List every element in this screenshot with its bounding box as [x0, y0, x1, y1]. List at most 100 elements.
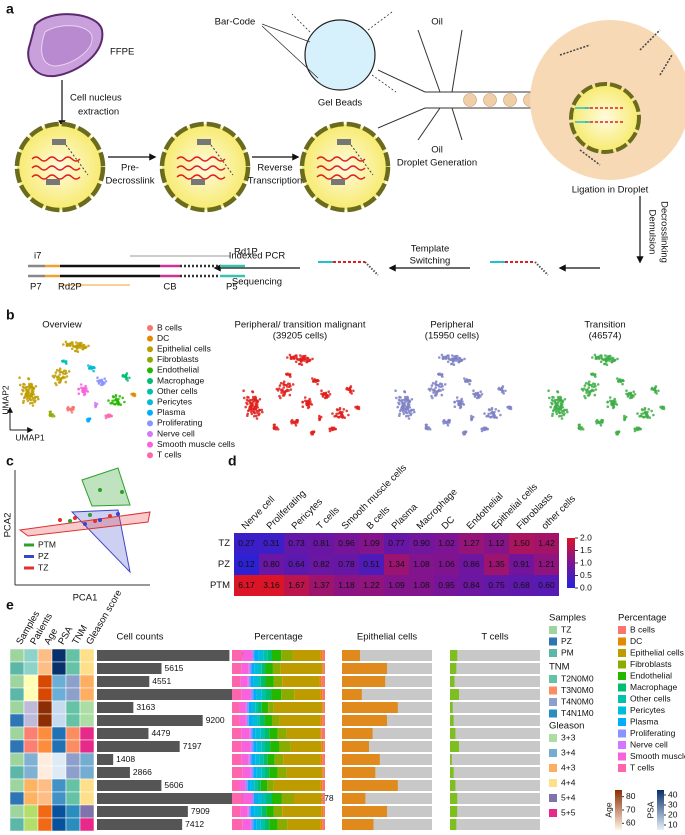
- percentage-segment: [250, 806, 255, 817]
- umap-point: [561, 399, 564, 403]
- umap-plot: [394, 353, 513, 436]
- heatmap-cell: [309, 575, 334, 596]
- legend-label: 4+4: [561, 777, 576, 787]
- umap-point: [248, 405, 252, 409]
- umap-point: [461, 400, 464, 403]
- colorbar: [657, 790, 664, 830]
- bar-background: [450, 806, 540, 817]
- percentage-segment: [256, 741, 262, 752]
- umap-point: [593, 373, 597, 376]
- fraction-bar: [342, 663, 387, 674]
- umap-point: [633, 429, 637, 433]
- percentage-segment: [321, 741, 324, 752]
- umap-point: [107, 399, 110, 402]
- umap-point: [260, 408, 264, 412]
- umap-point: [278, 384, 282, 387]
- umap-point: [80, 386, 83, 390]
- percentage-segment: [232, 650, 243, 661]
- colorbar-label: 30: [668, 799, 678, 809]
- umap-point: [34, 395, 37, 399]
- umap-point: [402, 398, 405, 402]
- label: Demulsion: [646, 210, 657, 255]
- legend-label: Endothelial: [630, 670, 672, 680]
- percentage-segment: [249, 663, 252, 674]
- cell-value: 0.31: [263, 538, 280, 548]
- umap-point: [458, 356, 462, 360]
- annotation-cell: [51, 739, 67, 754]
- pca-point: [108, 514, 112, 518]
- umap-point: [65, 375, 69, 378]
- cell-value: 1.06: [438, 559, 455, 569]
- bar-background: [450, 676, 540, 687]
- umap-point: [289, 384, 292, 388]
- cell-value: 0.95: [438, 580, 455, 590]
- umap-point: [312, 379, 316, 382]
- umap-point: [563, 412, 566, 415]
- count-bar: [97, 806, 188, 817]
- umap-point: [350, 392, 354, 395]
- percentage-segment: [279, 715, 321, 726]
- umap-point: [85, 387, 88, 390]
- umap-point: [621, 382, 624, 386]
- umap-point: [590, 383, 593, 387]
- pca-point: [98, 518, 102, 522]
- umap-point: [96, 376, 99, 380]
- umap-point: [551, 412, 554, 416]
- bar-background: [342, 754, 432, 765]
- annotation-cell: [79, 765, 95, 780]
- heatmap-cell: [234, 554, 259, 575]
- annotation-cell: [23, 804, 39, 819]
- legend-label: Other cells: [630, 693, 671, 703]
- annotation-cell: [65, 726, 81, 741]
- umap-point: [347, 413, 350, 417]
- umap-point: [30, 382, 33, 386]
- percentage-segment: [242, 767, 251, 778]
- umap-point: [324, 394, 328, 397]
- percentage-segment: [279, 741, 291, 752]
- percentage-segment: [264, 728, 270, 739]
- umap-point: [408, 399, 411, 403]
- umap-point: [31, 396, 35, 400]
- umap-point: [36, 395, 39, 399]
- umap-point: [54, 374, 57, 377]
- umap-point: [439, 382, 442, 386]
- pca-point: [98, 488, 102, 492]
- annotation-cell: [79, 713, 95, 728]
- umap-point: [504, 389, 507, 393]
- umap-point: [437, 388, 441, 392]
- legend-swatch: [618, 729, 626, 738]
- umap-point: [345, 386, 349, 390]
- rna: [316, 156, 366, 162]
- annotation-cell: [51, 700, 67, 715]
- umap-point: [320, 392, 323, 396]
- umap-point: [494, 408, 498, 411]
- umap-point: [104, 380, 108, 383]
- percentage-segment: [294, 689, 321, 700]
- protein: [331, 179, 345, 185]
- count-bar: [97, 767, 130, 778]
- annotation-cell: [65, 713, 81, 728]
- legend-label: B cells: [630, 624, 655, 634]
- percentage-segment: [250, 780, 255, 791]
- umap-point: [402, 410, 405, 414]
- umap-point: [250, 398, 253, 402]
- umap-point: [645, 413, 648, 416]
- percentage-segment: [248, 663, 250, 674]
- percentage-segment: [323, 767, 325, 778]
- umap-point: [594, 375, 597, 378]
- cell-value: 1.18: [338, 580, 355, 590]
- umap-point: [647, 408, 651, 411]
- umap-point: [63, 369, 66, 373]
- annotation-cell: [9, 713, 25, 728]
- umap-point: [597, 357, 601, 360]
- umap-point: [650, 409, 653, 413]
- umap-point: [608, 396, 612, 399]
- percentage-segment: [271, 715, 280, 726]
- heatmap-cell: [534, 533, 559, 554]
- fraction-bar: [342, 728, 373, 739]
- umap-point: [92, 369, 95, 373]
- umap-point: [593, 353, 597, 357]
- umap-point: [435, 390, 439, 393]
- bar-background: [342, 767, 432, 778]
- umap-point: [400, 405, 404, 409]
